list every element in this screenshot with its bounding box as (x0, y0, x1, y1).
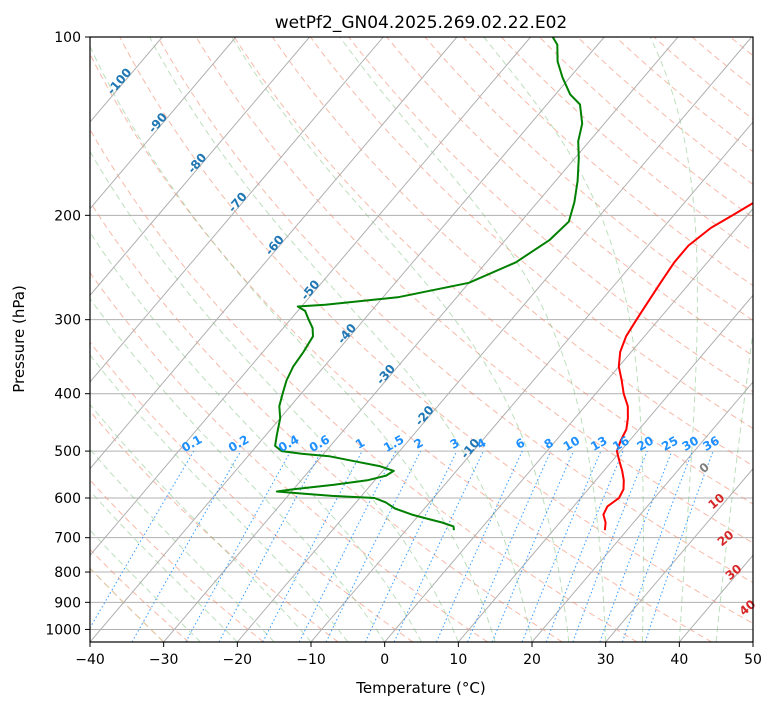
y-tick-label: 100 (54, 30, 81, 46)
mixing-ratio-line (298, 450, 397, 642)
mixing-ratio-line (325, 450, 422, 642)
isotherm-line (90, 37, 384, 383)
moist-adiabat-line (231, 37, 570, 642)
axes: −40 −30 −20 −10 0 10 20 30 40 50 100 200 300 400 500 60… (45, 30, 762, 668)
dry-adiabat-line (90, 271, 488, 642)
mixing-ratio-line (218, 450, 322, 642)
isotherms (90, 37, 753, 642)
dry-adiabat-line (90, 479, 264, 642)
mixing-ratio-line (467, 450, 552, 642)
y-tick-label: 1000 (45, 622, 81, 638)
moist-adiabat-line (90, 403, 312, 642)
moist-adiabat-line (90, 45, 496, 642)
mixing-ratio-line (644, 450, 714, 642)
temperature-line (602, 201, 753, 531)
isotherm-line (384, 207, 753, 642)
moist-adiabat-line (90, 354, 349, 642)
dry-adiabat-line (90, 201, 563, 642)
isotherm-line (90, 37, 310, 297)
dry-adiabat-line (271, 37, 753, 467)
x-tick-label: 30 (597, 652, 615, 668)
mixing-ratio-line (572, 450, 648, 642)
y-tick-label: 900 (54, 595, 81, 611)
dry-adiabat-line (90, 128, 638, 642)
moist-adiabat-line (649, 37, 698, 642)
x-tick-label: 0 (380, 652, 389, 668)
dewpoint-line (274, 37, 584, 531)
isotherm-line (90, 37, 531, 557)
y-axis-label: Pressure (hPa) (10, 285, 28, 393)
moist-adiabat-line (715, 327, 753, 642)
mixing-ratio-line (545, 450, 624, 642)
mixing-ratio-line (491, 450, 574, 642)
x-tick-label: −20 (223, 652, 253, 668)
isotherm-line (605, 467, 753, 642)
mixing-ratio-line (185, 450, 292, 642)
x-tick-label: −30 (149, 652, 179, 668)
moist-adiabat-line (90, 297, 386, 642)
x-tick-label: 40 (670, 652, 688, 668)
moist-adiabat-line (483, 37, 644, 642)
isotherm-line (163, 37, 679, 642)
isotherm-line (310, 121, 753, 642)
y-tick-label: 800 (54, 565, 81, 581)
plot-frame (89, 36, 754, 643)
y-tick-label: 700 (54, 531, 81, 547)
dry-adiabat-line (90, 548, 190, 642)
dry-adiabat-line (348, 37, 753, 393)
dry-adiabat-line (310, 37, 753, 430)
y-tick-label: 300 (54, 313, 81, 329)
dry-adiabat-line (119, 37, 753, 624)
x-tick-label: −40 (75, 652, 105, 668)
isotherm-line (531, 381, 753, 642)
x-tick-label: 20 (523, 652, 541, 668)
x-tick-label: 50 (744, 652, 762, 668)
y-tick-label: 200 (54, 208, 81, 224)
isotherm-line (236, 37, 752, 642)
isotherm-line (90, 37, 237, 210)
sounding-series (274, 37, 753, 531)
mixing-ratio-line (435, 450, 523, 642)
x-tick-label: 10 (449, 652, 467, 668)
isotherm-line (457, 294, 753, 642)
x-tick-label: −10 (296, 652, 326, 668)
y-tick-label: 500 (54, 444, 81, 460)
dry-adiabat-line (233, 37, 753, 505)
moist-adiabat-line (339, 37, 607, 642)
ice-adiabat-line (90, 567, 165, 642)
moist-adiabat-line (90, 150, 459, 642)
isotherm-line (90, 37, 605, 642)
x-axis-label: Temperature (°C) (355, 679, 485, 697)
mixing-ratio-line (599, 450, 673, 642)
mixing-ratio-line (521, 450, 602, 642)
ice-adiabats (90, 567, 165, 642)
mixing-ratio-line (621, 450, 693, 642)
dry-adiabat-line (462, 37, 753, 287)
mixing-ratio-lines (90, 450, 714, 642)
dry-adiabat-line (157, 37, 753, 584)
y-tick-label: 400 (54, 387, 81, 403)
moist-adiabat-line (149, 37, 533, 642)
chart-title: wetPf2_GN04.2025.269.02.22.E02 (275, 13, 567, 33)
y-tick-label: 600 (54, 491, 81, 507)
isotherm-line (90, 37, 458, 470)
